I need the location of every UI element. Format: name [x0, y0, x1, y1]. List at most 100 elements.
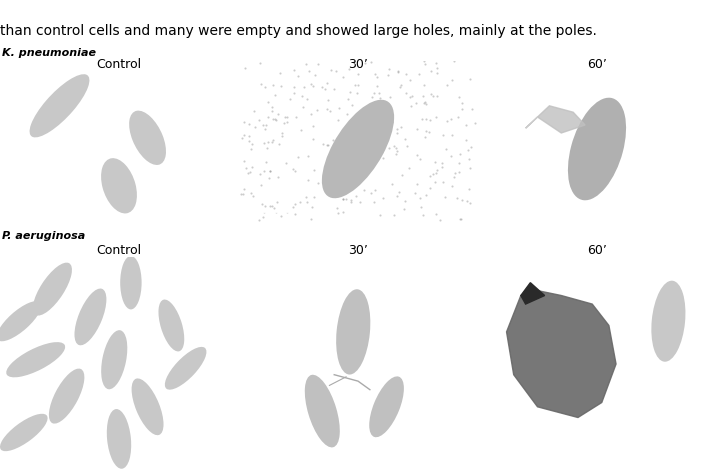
Ellipse shape: [336, 289, 370, 375]
Point: [386, 119, 398, 126]
Point: [371, 75, 383, 82]
Point: [265, 168, 276, 175]
Point: [448, 173, 460, 181]
Point: [280, 114, 291, 121]
Point: [289, 168, 300, 175]
Point: [418, 93, 429, 101]
Point: [463, 156, 475, 163]
Point: [309, 194, 320, 202]
Ellipse shape: [120, 257, 141, 310]
Ellipse shape: [568, 99, 626, 201]
Point: [239, 158, 250, 165]
Point: [345, 197, 357, 204]
Point: [243, 121, 254, 129]
Point: [393, 188, 405, 196]
Point: [369, 71, 381, 79]
Point: [429, 159, 441, 167]
Text: 30’: 30’: [348, 243, 368, 256]
Point: [305, 110, 317, 118]
Point: [415, 156, 426, 164]
Point: [304, 81, 316, 89]
Ellipse shape: [651, 281, 685, 362]
Point: [302, 153, 314, 161]
Text: Control: Control: [96, 58, 141, 70]
Point: [365, 126, 377, 133]
Polygon shape: [507, 289, 616, 417]
Point: [462, 147, 473, 155]
Ellipse shape: [304, 375, 340, 447]
Point: [306, 203, 318, 211]
Point: [420, 101, 431, 109]
Point: [265, 168, 276, 175]
Point: [354, 199, 365, 207]
Point: [436, 163, 447, 171]
Point: [302, 198, 313, 206]
Point: [431, 93, 443, 100]
Point: [410, 100, 422, 108]
Point: [347, 102, 358, 109]
Point: [428, 171, 439, 178]
Point: [375, 139, 386, 147]
Text: A: A: [9, 68, 21, 83]
Point: [256, 81, 268, 89]
Point: [258, 208, 270, 216]
Point: [400, 90, 412, 98]
Point: [366, 157, 378, 164]
Point: [331, 175, 342, 182]
Point: [346, 175, 357, 182]
Ellipse shape: [33, 263, 72, 316]
Point: [246, 141, 257, 149]
Point: [281, 119, 292, 127]
Ellipse shape: [107, 409, 131, 469]
Point: [247, 164, 258, 171]
Point: [419, 61, 431, 69]
Point: [429, 179, 441, 187]
Point: [274, 69, 286, 77]
Point: [338, 209, 349, 217]
Point: [371, 106, 383, 114]
Point: [270, 116, 281, 124]
Point: [303, 68, 315, 76]
Point: [447, 77, 458, 84]
Point: [427, 93, 439, 101]
Point: [383, 72, 394, 80]
Point: [322, 142, 334, 149]
Point: [357, 120, 369, 128]
Point: [337, 74, 349, 82]
Ellipse shape: [75, 289, 107, 346]
Point: [348, 137, 360, 145]
Point: [268, 82, 279, 89]
Point: [340, 172, 352, 180]
Point: [236, 135, 248, 142]
Point: [344, 89, 356, 97]
Point: [273, 141, 284, 149]
Point: [305, 216, 317, 223]
Point: [396, 172, 407, 179]
Point: [289, 201, 301, 208]
Polygon shape: [526, 107, 585, 134]
Point: [253, 217, 265, 225]
Point: [425, 173, 436, 180]
Point: [273, 111, 284, 119]
Ellipse shape: [132, 378, 164, 435]
Point: [298, 84, 310, 92]
Text: 60’: 60’: [587, 58, 607, 70]
Point: [414, 195, 426, 202]
Point: [268, 204, 280, 212]
Point: [257, 122, 268, 130]
Point: [307, 136, 319, 143]
Point: [366, 94, 378, 102]
Point: [331, 205, 343, 213]
Point: [247, 193, 259, 200]
Point: [454, 151, 465, 159]
Point: [262, 139, 274, 147]
Point: [371, 83, 383, 91]
Point: [438, 132, 450, 140]
Point: [418, 100, 430, 108]
Point: [321, 106, 333, 114]
Point: [256, 201, 268, 208]
Point: [256, 182, 268, 189]
Text: E: E: [249, 266, 259, 281]
Point: [442, 82, 453, 89]
Point: [257, 214, 269, 221]
